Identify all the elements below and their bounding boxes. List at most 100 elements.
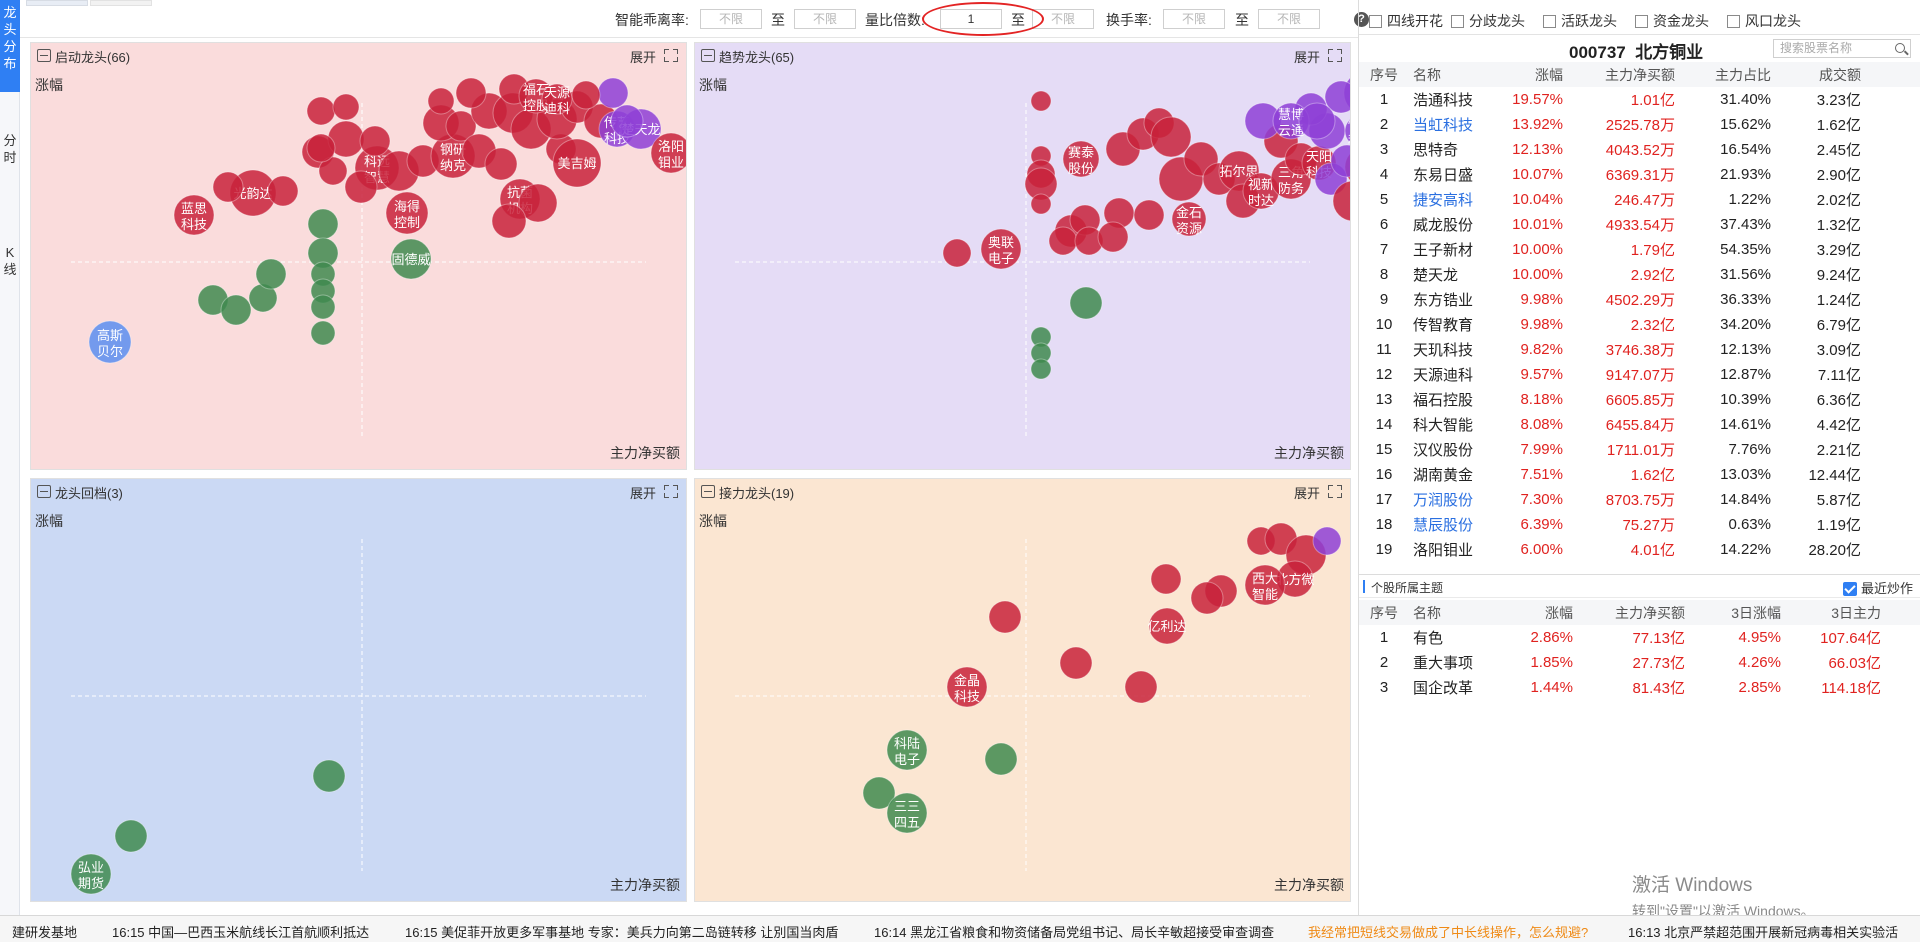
stock-bubble[interactable]: 天源迪科 (541, 83, 573, 116)
tab-kline[interactable]: K线 (3, 245, 17, 277)
tab-intraday[interactable]: 分时 (3, 133, 17, 165)
table-row[interactable]: 4 东易日盛 10.07% 6369.31万 21.93% 2.90亿 (1359, 162, 1920, 187)
col-header-pct[interactable]: 涨幅 (1501, 62, 1567, 87)
stock-bubble[interactable] (597, 77, 629, 109)
table-row[interactable]: 9 东方锆业 9.98% 4502.29万 36.33% 1.24亿 (1359, 287, 1920, 312)
smart-deviation-min-input[interactable]: 不限 (700, 9, 762, 29)
stock-bubble[interactable]: 北方微 (1275, 560, 1315, 598)
expand-button[interactable]: 展开 (629, 50, 656, 65)
turnover-min-input[interactable]: 不限 (1163, 9, 1225, 29)
ticker-item[interactable]: 我经常把短线交易做成了中长线操作，怎么规避? (1308, 925, 1589, 940)
stock-bubble[interactable] (1133, 199, 1165, 231)
stock-bubble[interactable] (1059, 646, 1093, 680)
col-header-net-buy[interactable]: 主力净买额 (1567, 62, 1679, 87)
stock-bubble[interactable] (1324, 80, 1351, 114)
filter-checkbox-divergent[interactable]: 分歧龙头 (1451, 11, 1525, 31)
stock-bubble[interactable] (491, 203, 527, 239)
fullscreen-icon[interactable] (1328, 49, 1342, 62)
stock-bubble[interactable] (267, 175, 299, 207)
top-tab-2[interactable] (90, 0, 152, 6)
expand-button[interactable]: 展开 (629, 486, 656, 501)
stock-bubble[interactable] (1150, 563, 1182, 595)
stock-bubble[interactable] (1069, 286, 1103, 320)
stock-bubble[interactable] (1048, 226, 1078, 256)
stock-bubble[interactable] (114, 819, 148, 853)
stock-bubble[interactable] (1332, 180, 1351, 222)
stock-bubble[interactable] (1097, 221, 1129, 253)
stock-bubble[interactable] (306, 96, 336, 126)
table-row[interactable]: 8 楚天龙 10.00% 2.92亿 31.56% 9.24亿 (1359, 262, 1920, 287)
table-row[interactable]: 2 当虹科技 13.92% 2525.78万 15.62% 1.62亿 (1359, 112, 1920, 137)
ticker-item[interactable]: 16:13 北京严禁超范围开展新冠病毒相关实验活 (1628, 925, 1899, 940)
ticker-item[interactable]: 16:15 中国—巴西玉米航线长江首航顺利抵达 (112, 925, 370, 940)
col-header-no[interactable]: 序号 (1359, 62, 1409, 87)
col-header-amount[interactable]: 成交额 (1775, 62, 1865, 87)
expand-button[interactable]: 展开 (1293, 486, 1320, 501)
table-row[interactable]: 15 汉仪股份 7.99% 1711.01万 7.76% 2.21亿 (1359, 437, 1920, 462)
filter-checkbox-active[interactable]: 活跃龙头 (1543, 11, 1617, 31)
table-row[interactable]: 1 有色 2.86% 77.13亿 4.95% 107.64亿 (1359, 625, 1920, 650)
table-row[interactable]: 11 天玑科技 9.82% 3746.38万 12.13% 3.09亿 (1359, 337, 1920, 362)
stock-bubble[interactable] (1030, 90, 1052, 112)
filter-checkbox-trend[interactable]: 风口龙头 (1727, 11, 1801, 31)
volume-ratio-max-input[interactable]: 不限 (1032, 9, 1094, 29)
fullscreen-icon[interactable] (664, 485, 678, 498)
table-row[interactable]: 17 万润股份 7.30% 8703.75万 14.84% 5.87亿 (1359, 487, 1920, 512)
smart-deviation-max-input[interactable]: 不限 (794, 9, 856, 29)
stock-bubble[interactable] (1330, 144, 1351, 178)
col-header-name[interactable]: 名称 (1409, 600, 1501, 625)
stock-bubble[interactable] (988, 600, 1022, 634)
table-row[interactable]: 6 威龙股份 10.01% 4933.54万 37.43% 1.32亿 (1359, 212, 1920, 237)
stock-bubble[interactable] (310, 320, 336, 346)
stock-bubble[interactable] (1030, 358, 1052, 380)
table-row[interactable]: 3 思特奇 12.13% 4043.52万 16.54% 2.45亿 (1359, 137, 1920, 162)
stock-bubble[interactable] (455, 77, 487, 109)
stock-bubble[interactable] (312, 759, 346, 793)
stock-bubble[interactable] (445, 110, 477, 142)
fullscreen-icon[interactable] (1328, 485, 1342, 498)
stock-bubble[interactable] (255, 258, 287, 290)
stock-bubble[interactable] (942, 238, 972, 268)
stock-bubble[interactable]: 亿利达 (1147, 607, 1187, 645)
table-row[interactable]: 10 传智教育 9.98% 2.32亿 34.20% 6.79亿 (1359, 312, 1920, 337)
table-row[interactable]: 3 国企改革 1.44% 81.43亿 2.85% 114.18亿 (1359, 675, 1920, 700)
stock-bubble[interactable]: 恒久科技 (1344, 115, 1351, 148)
stock-bubble[interactable] (318, 156, 348, 186)
col-header-3d-main[interactable]: 3日主力 (1785, 600, 1885, 625)
filter-checkbox-capital[interactable]: 资金龙头 (1635, 11, 1709, 31)
table-row[interactable]: 1 浩通科技 19.57% 1.01亿 31.40% 3.23亿 (1359, 87, 1920, 112)
turnover-max-input[interactable]: 不限 (1258, 9, 1320, 29)
table-row[interactable]: 2 重大事项 1.85% 27.73亿 4.26% 66.03亿 (1359, 650, 1920, 675)
stock-bubble[interactable] (1190, 581, 1224, 615)
stock-bubble[interactable]: 洛阳钼业 (650, 132, 687, 174)
stock-bubble[interactable] (427, 87, 455, 115)
fullscreen-icon[interactable] (664, 49, 678, 62)
stock-bubble[interactable] (1150, 116, 1192, 158)
stock-bubble[interactable] (310, 294, 336, 320)
filter-checkbox-four-lines[interactable]: 四线开花 (1369, 11, 1443, 31)
table-row[interactable]: 12 天源迪科 9.57% 9147.07万 12.87% 7.11亿 (1359, 362, 1920, 387)
col-header-name[interactable]: 名称 (1409, 62, 1501, 87)
stock-bubble[interactable] (1298, 102, 1336, 140)
ticker-item[interactable]: 16:14 黑龙江省粮食和物资储备局党组书记、局长辛敏超接受审查调查 (874, 925, 1275, 940)
stock-bubble[interactable] (344, 170, 378, 204)
col-header-no[interactable]: 序号 (1359, 600, 1409, 625)
stock-bubble[interactable] (1030, 193, 1052, 215)
table-row[interactable]: 7 王子新材 10.00% 1.79亿 54.35% 3.29亿 (1359, 237, 1920, 262)
table-row[interactable]: 5 捷安高科 10.04% 246.47万 1.22% 2.02亿 (1359, 187, 1920, 212)
stock-bubble[interactable] (307, 208, 339, 240)
stock-bubble[interactable]: 美吉姆 (552, 138, 602, 188)
stock-bubble[interactable] (332, 93, 360, 121)
